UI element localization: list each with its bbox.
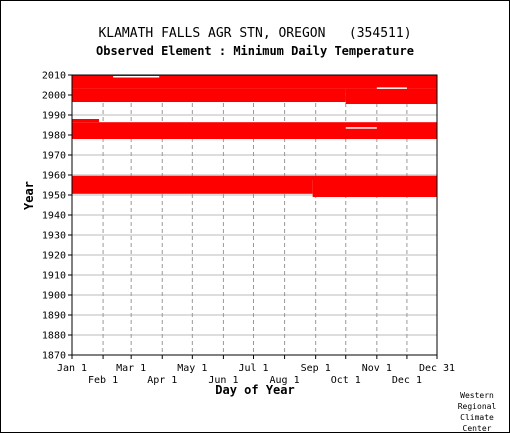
y-tick-label: 1910 <box>42 271 66 282</box>
x-tick-label: Aug 1 <box>270 375 300 386</box>
y-tick-label: 1900 <box>42 291 66 302</box>
data-gap <box>113 76 160 78</box>
y-tick-label: 1960 <box>42 171 66 182</box>
x-tick-label: Jan 1 <box>57 363 87 374</box>
credit-line: Climate <box>460 413 494 422</box>
x-tick-label: Dec 1 <box>392 375 422 386</box>
data-block <box>72 88 346 102</box>
data-block <box>345 88 437 104</box>
data-block <box>312 180 437 197</box>
x-tick-label: Feb 1 <box>88 375 118 386</box>
data-block <box>72 175 437 180</box>
y-tick-label: 1890 <box>42 311 66 322</box>
x-tick-label: May 1 <box>177 363 207 374</box>
data-block <box>72 75 437 89</box>
y-tick-label: 1940 <box>42 211 66 222</box>
y-tick-label: 1920 <box>42 251 66 262</box>
y-tick-label: 1980 <box>42 131 66 142</box>
data-gap <box>376 87 407 89</box>
x-tick-label: Oct 1 <box>331 375 361 386</box>
y-tick-label: 1990 <box>42 111 66 122</box>
y-tick-label: 1970 <box>42 151 66 162</box>
data-gap <box>345 127 377 129</box>
y-tick-label: 1880 <box>42 331 66 342</box>
x-tick-label: Sep 1 <box>301 363 331 374</box>
credit-line: Center <box>462 424 492 433</box>
x-axis-label: Day of Year <box>215 383 295 397</box>
data-block <box>72 119 100 123</box>
credit-line: Regional <box>457 402 497 411</box>
x-tick-label: Jul 1 <box>238 363 268 374</box>
data-block <box>72 122 437 139</box>
y-tick-label: 1950 <box>42 191 66 202</box>
credit-label: Western Regional Climate Center <box>452 390 502 434</box>
x-tick-label: Dec 31 <box>419 363 455 374</box>
y-tick-label: 2000 <box>42 91 66 102</box>
x-tick-label: Nov 1 <box>362 363 392 374</box>
x-tick-label: Apr 1 <box>147 375 177 386</box>
chart-subtitle: Observed Element : Minimum Daily Tempera… <box>96 44 414 58</box>
credit-line: Western <box>460 391 494 400</box>
y-tick-label: 1870 <box>42 351 66 362</box>
y-tick-label: 1930 <box>42 231 66 242</box>
x-tick-label: Jun 1 <box>208 375 238 386</box>
data-block <box>72 180 313 194</box>
chart-title: KLAMATH FALLS AGR STN, OREGON (354511) <box>98 26 412 41</box>
y-tick-label: 2010 <box>42 71 66 82</box>
x-tick-label: Mar 1 <box>116 363 146 374</box>
